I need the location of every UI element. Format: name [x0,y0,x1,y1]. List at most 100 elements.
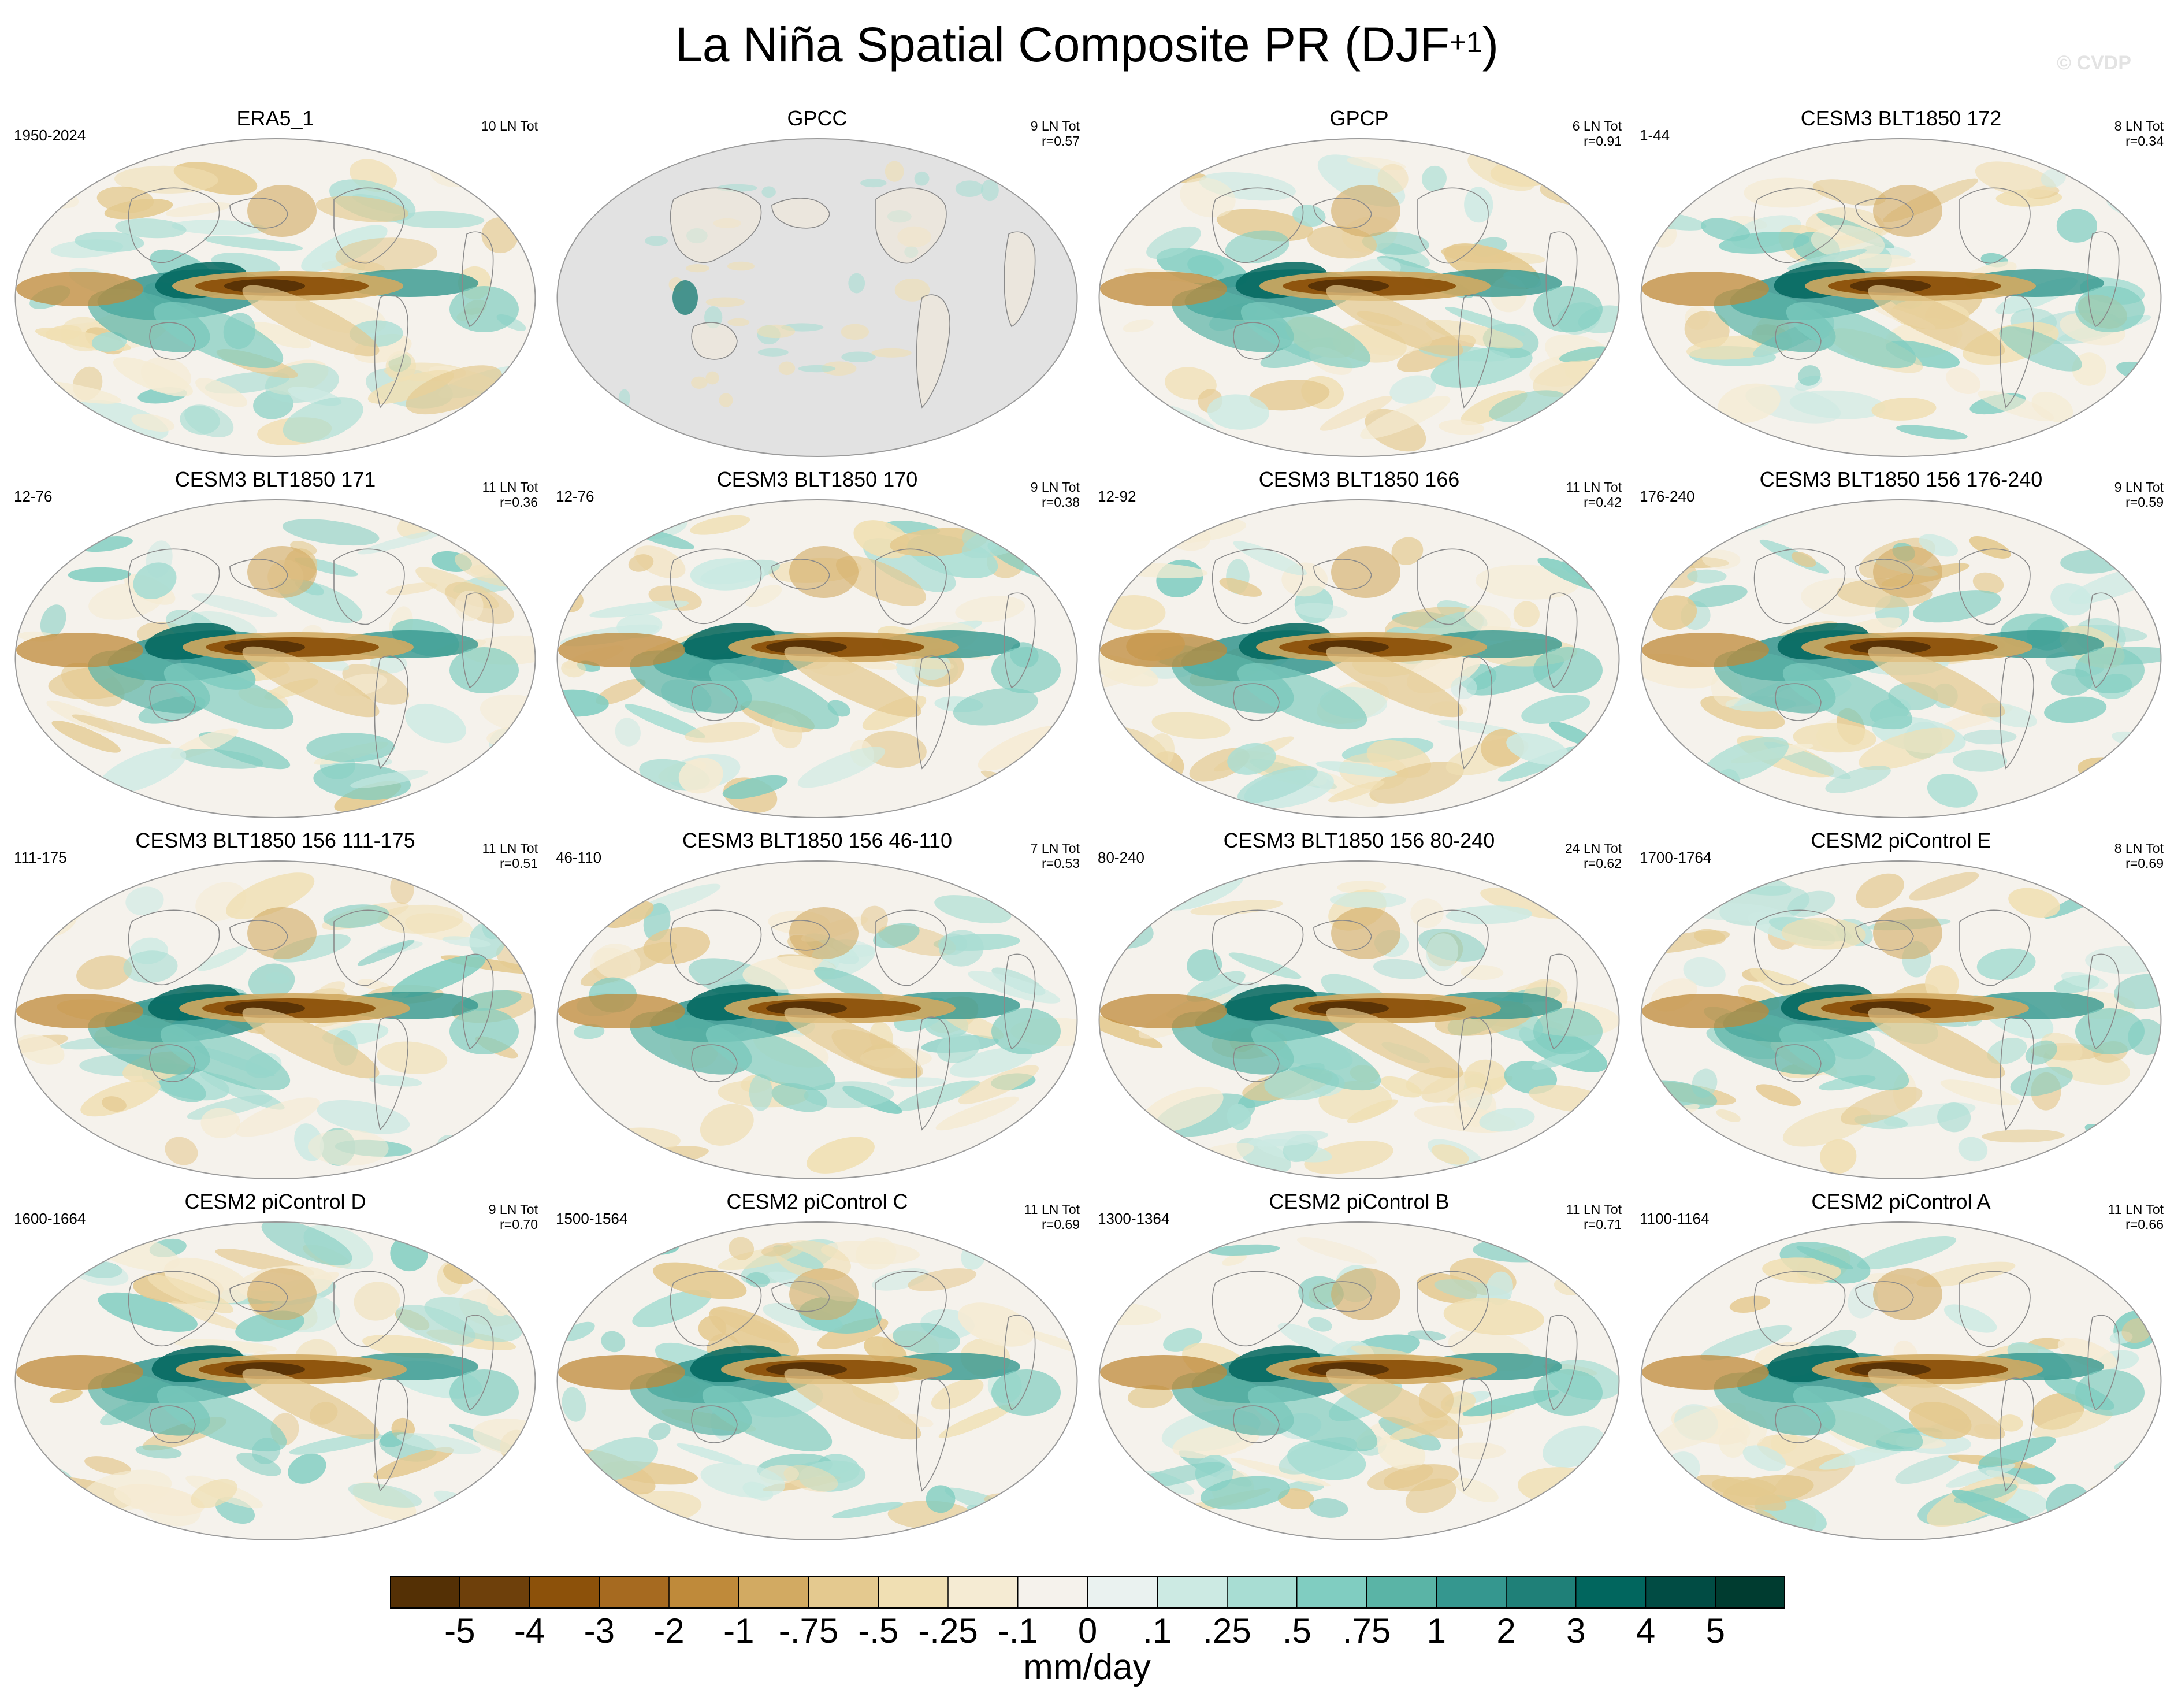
map-panel: GPCP 6 LN Tot r=0.91 [1088,106,1630,465]
panel-event-count: 7 LN Tot [1030,841,1080,856]
title-text: La Niña Spatial Composite PR (DJF [675,17,1450,72]
panel-event-count: 8 LN Tot [2114,841,2164,856]
colorbar-tick-label: -2 [653,1612,685,1650]
colorbar-swatch [1645,1576,1716,1609]
colorbar-units: mm/day [1023,1647,1151,1687]
colorbar-swatch [390,1576,460,1609]
precip-anomaly-map [14,499,536,818]
map-panel: CESM2 piControl C 1500-1564 11 LN Tot r=0.6… [547,1190,1088,1549]
panel-correlation: r=0.34 [2125,133,2164,148]
panel-period: 12-76 [14,488,53,505]
map-panel: CESM3 BLT1850 172 1-44 8 LN Tot r=0.34 [1630,106,2172,465]
panel-stats: 6 LN Tot r=0.91 [1573,118,1622,148]
precip-anomaly-map [556,1221,1078,1540]
panel-stats: 11 LN Tot r=0.36 [482,480,538,510]
map-panel: CESM3 BLT1850 156 111-175 111-175 11 LN To… [5,829,546,1187]
panel-period: 111-175 [14,849,67,866]
panel-title: CESM3 BLT1850 156 111-175 [135,829,415,852]
panel-event-count: 11 LN Tot [2108,1202,2164,1217]
panel-stats: 11 LN Tot r=0.69 [1024,1202,1080,1232]
map-panel: CESM3 BLT1850 156 176-240 176-240 9 LN Tot… [1630,467,2172,826]
panel-stats: 7 LN Tot r=0.53 [1031,841,1080,871]
map-panel: CESM2 piControl D 1600-1664 9 LN Tot r=0.70 [5,1190,546,1549]
colorbar-swatch [808,1576,879,1609]
colorbar-tick-label: 5 [1705,1612,1725,1650]
panel-event-count: 8 LN Tot [2114,118,2164,133]
panel-stats: 9 LN Tot r=0.57 [1031,118,1080,148]
panel-event-count: 11 LN Tot [1566,480,1622,495]
precip-anomaly-map [1640,1221,2162,1540]
panel-title: CESM2 piControl C [726,1190,908,1213]
map-panel: CESM3 BLT1850 166 12-92 11 LN Tot r=0.42 [1088,467,1630,826]
map-panel: CESM2 piControl A 1100-1164 11 LN Tot r=0.6… [1630,1190,2172,1549]
panel-event-count: 11 LN Tot [482,480,538,495]
panel-period: 1600-1664 [14,1210,86,1227]
colorbar-swatch [529,1576,600,1609]
colorbar-swatch [1506,1576,1577,1609]
panel-correlation: r=0.69 [2125,856,2164,871]
panel-correlation: r=0.69 [1042,1217,1080,1232]
precip-anomaly-map [556,499,1078,818]
panel-period: 1500-1564 [556,1210,628,1227]
panel-event-count: 9 LN Tot [488,1202,538,1217]
panel-event-count: 10 LN Tot [481,118,538,133]
cvdp-watermark: © CVDP [2057,52,2131,74]
colorbar-tick-label: 3 [1566,1612,1586,1650]
colorbar-tick-label: -3 [584,1612,615,1650]
panel-period: 1-44 [1640,127,1670,144]
colorbar-tick-label: .25 [1203,1612,1251,1650]
map-panel: CESM2 piControl E 1700-1764 8 LN Tot r=0.69 [1630,829,2172,1187]
precip-anomaly-map [1098,138,1620,457]
panel-period: 1300-1364 [1098,1210,1170,1227]
precip-anomaly-map [14,1221,536,1540]
panel-title: GPCC [787,106,848,130]
panel-event-count: 11 LN Tot [1024,1202,1080,1217]
panel-correlation: r=0.57 [1042,133,1080,148]
colorbar-swatch [1227,1576,1298,1609]
colorbar-tick-label: .5 [1282,1612,1311,1650]
colorbar-swatch [948,1576,1019,1609]
precip-anomaly-map [1640,860,2162,1179]
title-close: ) [1482,17,1499,72]
panel-event-count: 24 LN Tot [1564,841,1622,856]
colorbar-swatch [738,1576,809,1609]
colorbar-tick-label: .1 [1143,1612,1172,1650]
colorbar-swatch [1157,1576,1228,1609]
panel-stats: 11 LN Tot r=0.51 [482,841,538,871]
colorbar [390,1576,1785,1609]
panel-correlation: r=0.53 [1042,856,1080,871]
panel-stats: 9 LN Tot r=0.70 [489,1202,538,1232]
panel-title: CESM2 piControl E [1811,829,1991,852]
precip-anomaly-map [556,138,1078,457]
map-panel: CESM3 BLT1850 156 80-240 80-240 24 LN Tot r… [1088,829,1630,1187]
map-panel: GPCC 9 LN Tot r=0.57 [547,106,1088,465]
panel-stats: 10 LN Tot [481,118,538,133]
map-panel: CESM3 BLT1850 171 12-76 11 LN Tot r=0.36 [5,467,546,826]
panel-period: 1700-1764 [1640,849,1712,866]
panel-title: CESM2 piControl A [1811,1190,1991,1213]
colorbar-tick-label: -.25 [918,1612,978,1650]
panel-event-count: 6 LN Tot [1572,118,1622,133]
colorbar-tick-labels: -5 -4 -3 -2 -1 -.75 -.5 -.25 -.1 0 .1 .25 .5 .75 1 2 3 4 5 [390,1611,1785,1651]
panel-event-count: 9 LN Tot [1030,480,1080,495]
panel-title: CESM3 BLT1850 156 80-240 [1223,829,1495,852]
colorbar-tick-label: -1 [723,1612,755,1650]
colorbar-tick-label: .75 [1342,1612,1391,1650]
colorbar-swatch [1017,1576,1088,1609]
colorbar-tick-label: -.1 [997,1612,1038,1650]
panel-correlation: r=0.36 [500,495,538,510]
map-panel: CESM3 BLT1850 156 46-110 46-110 7 LN Tot r=… [547,829,1088,1187]
panel-stats: 9 LN Tot r=0.59 [2114,480,2164,510]
colorbar-tick-label: 4 [1636,1612,1656,1650]
precip-anomaly-map [14,860,536,1179]
map-panel: CESM2 piControl B 1300-1364 11 LN Tot r=0.7… [1088,1190,1630,1549]
colorbar-tick-label: 2 [1496,1612,1516,1650]
panel-title: CESM3 BLT1850 166 [1258,467,1460,491]
panel-period: 1100-1164 [1640,1210,1710,1227]
colorbar-swatch [1087,1576,1158,1609]
precip-anomaly-map [1098,860,1620,1179]
panel-correlation: r=0.51 [500,856,538,871]
panel-stats: 8 LN Tot r=0.69 [2114,841,2164,871]
colorbar-swatch [1296,1576,1367,1609]
panel-stats: 24 LN Tot r=0.62 [1565,841,1622,871]
